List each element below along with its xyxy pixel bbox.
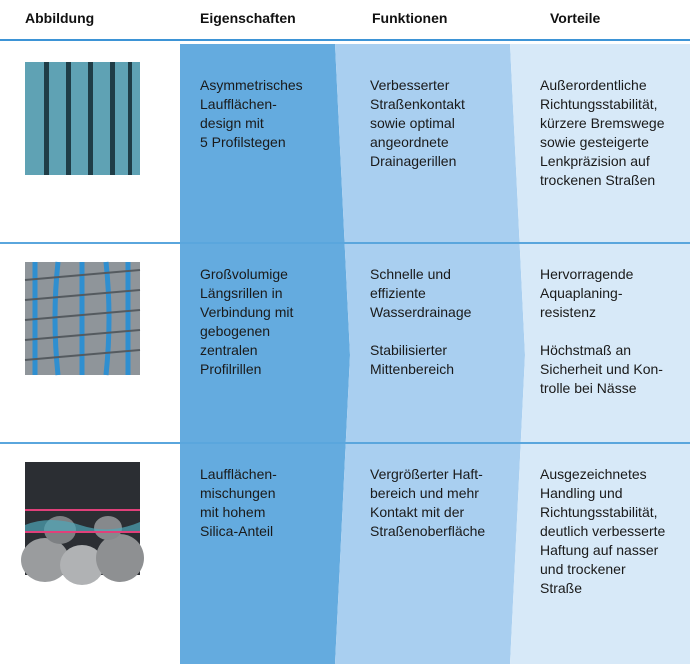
cell-text: Straßenkontakt — [370, 96, 465, 112]
cell-text: zentralen — [200, 342, 258, 358]
cell-text: mischungen — [200, 485, 276, 501]
cell-text: mit hohem — [200, 504, 266, 520]
cell-text: Vergrößerter Haft- — [370, 466, 483, 482]
column-header: Vorteile — [550, 10, 601, 26]
cell-text: design mit — [200, 115, 264, 131]
cell-text: Profilrillen — [200, 361, 262, 377]
cell-text: bereich und mehr — [370, 485, 479, 501]
cell-text: Großvolumige — [200, 266, 288, 282]
cell-text: gebogenen — [200, 323, 271, 339]
cell-text: Ausgezeichnetes — [540, 466, 647, 482]
cell-text: Silica-Anteil — [200, 523, 274, 539]
cell-text: Richtungsstabilität, — [540, 504, 658, 520]
cell-text: Außerordentliche — [540, 77, 647, 93]
cell-text: Straße — [540, 580, 583, 596]
cell-text: resistenz — [540, 304, 597, 320]
cell-text: angeordnete — [370, 134, 449, 150]
cell-text: Lenkpräzision auf — [540, 153, 650, 169]
cell-text: kürzere Bremswege — [540, 115, 665, 131]
cell-text: Handling und — [540, 485, 623, 501]
cell-text: trolle bei Nässe — [540, 380, 637, 396]
cell-text: Mittenbereich — [370, 361, 455, 377]
cell-text: Verbindung mit — [200, 304, 294, 320]
cell-text: Längsrillen in — [200, 285, 283, 301]
cell-text: Laufflächen- — [200, 96, 277, 112]
cell-text: Richtungsstabilität, — [540, 96, 658, 112]
cell-text: sowie gesteigerte — [540, 134, 649, 150]
cell-text: Straßenoberfläche — [370, 523, 486, 539]
cell-text: Haftung auf nasser — [540, 542, 659, 558]
cell-text: Kontakt mit der — [370, 504, 465, 520]
tread-image-3 — [21, 462, 144, 585]
cell-text: Stabilisierter — [370, 342, 448, 358]
column-header: Eigenschaften — [200, 10, 296, 26]
cell-text: Höchstmaß an — [540, 342, 632, 358]
cell-text: Aquaplaning- — [540, 285, 623, 301]
cell-text: Schnelle und — [370, 266, 451, 282]
cell-text: deutlich verbesserte — [540, 523, 666, 539]
cell-text: Wasserdrainage — [370, 304, 472, 320]
cell-text: Sicherheit und Kon- — [540, 361, 663, 377]
column-header: Funktionen — [372, 10, 448, 26]
column-header: Abbildung — [25, 10, 95, 26]
cell-text: Hervorragende — [540, 266, 634, 282]
cell-text: sowie optimal — [370, 115, 455, 131]
cell-text: effiziente — [370, 285, 426, 301]
cell-text: trockenen Straßen — [540, 172, 656, 188]
cell-text: Drainagerillen — [370, 153, 457, 169]
tread-image-1 — [25, 62, 140, 175]
cell-text: und trockener — [540, 561, 626, 577]
cell-text: 5 Profilstegen — [200, 134, 286, 150]
cell-text: Asymmetrisches — [200, 77, 303, 93]
cell-text: Verbesserter — [370, 77, 450, 93]
tread-image-2 — [24, 261, 141, 376]
cell-text: Laufflächen- — [200, 466, 277, 482]
